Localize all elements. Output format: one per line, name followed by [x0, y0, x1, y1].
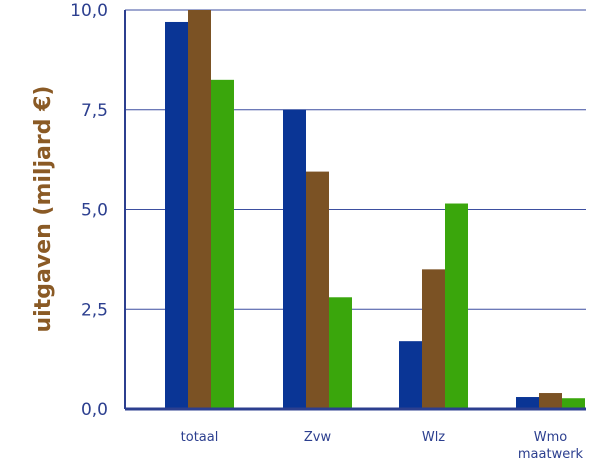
x-category-labels: totaal Zvw Wlz Wmo maatwerk [181, 430, 584, 462]
bar-wmo-series1 [516, 397, 539, 409]
bar-wmo-series2 [539, 393, 562, 409]
y-axis-title: uitgaven (miljard €) [31, 86, 56, 333]
bar-wlz-series2 [422, 269, 445, 409]
bar-totaal-series1 [165, 21, 188, 409]
bar-totaal-series3 [211, 79, 234, 409]
y-tick-label-2: 5,0 [81, 201, 108, 221]
y-tick-label-4: 10,0 [70, 1, 108, 21]
y-tick-labels: 0,0 2,5 5,0 7,5 10,0 [70, 1, 108, 420]
x-label-wlz: Wlz [422, 430, 445, 445]
bars [165, 10, 585, 409]
x-label-totaal: totaal [181, 430, 219, 445]
x-label-zvw: Zvw [304, 430, 332, 445]
bar-wmo-series3 [562, 398, 585, 409]
y-tick-label-1: 2,5 [81, 300, 108, 320]
bar-wlz-series1 [399, 341, 422, 409]
bar-zvw-series1 [283, 109, 306, 409]
bar-zvw-series2 [306, 171, 329, 409]
x-label-wmo-line2: maatwerk [518, 447, 584, 462]
x-label-wmo: Wmo [534, 430, 568, 445]
bar-wlz-series3 [445, 203, 468, 409]
bar-zvw-series3 [329, 297, 352, 409]
bar-totaal-series2 [188, 10, 211, 409]
y-tick-label-3: 7,5 [81, 101, 108, 121]
y-tick-label-0: 0,0 [81, 400, 108, 420]
